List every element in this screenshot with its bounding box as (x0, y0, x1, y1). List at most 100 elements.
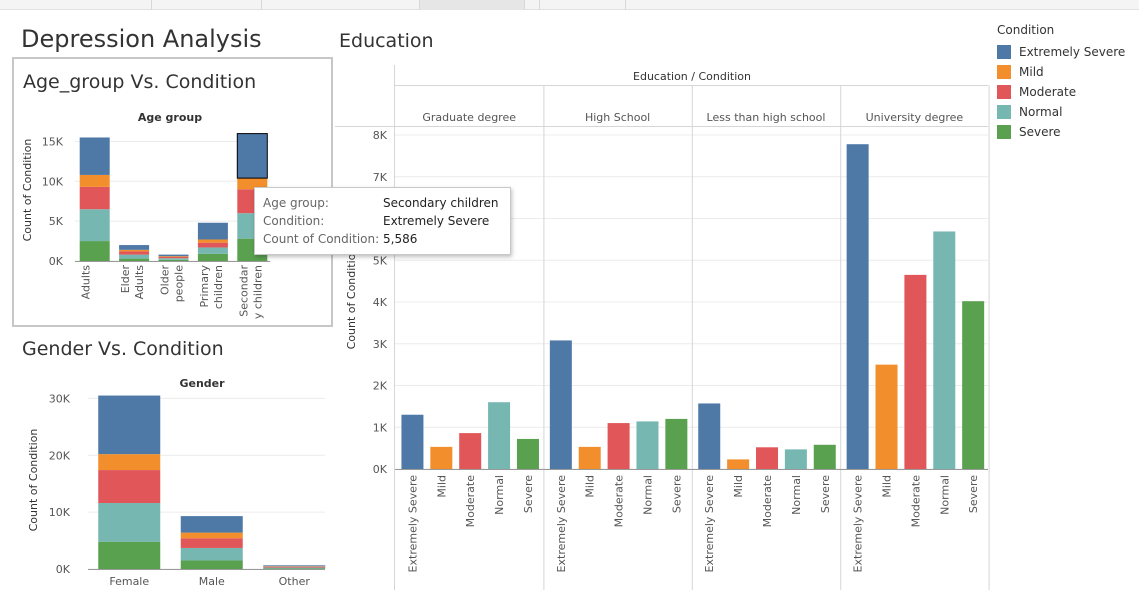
legend-swatch (997, 125, 1011, 139)
bar-segment-female-mild[interactable] (98, 454, 161, 471)
y-tick-label: 7K (373, 171, 388, 184)
x-category-label: Extremely Severe (852, 475, 865, 573)
legend-item-moderate[interactable]: Moderate (997, 82, 1125, 102)
y-tick-label: 3K (373, 338, 388, 351)
bar-segment-adults-mild[interactable] (79, 174, 110, 187)
x-category-label: Severe (967, 475, 980, 513)
bar-graduate-degree-moderate[interactable] (459, 433, 482, 469)
x-category-label: Adults (133, 265, 146, 300)
x-category-label: children (212, 265, 225, 309)
bar-segment-adults-extremely-severe[interactable] (79, 137, 110, 175)
x-category-label: Severe (522, 475, 535, 513)
x-category-label: Normal (790, 475, 803, 515)
bar-segment-adults-severe[interactable] (79, 241, 110, 261)
x-category-label: Moderate (909, 475, 922, 528)
bar-less-than-high-school-extremely-severe[interactable] (698, 403, 721, 469)
legend-swatch (997, 65, 1011, 79)
bar-graduate-degree-severe[interactable] (516, 438, 539, 469)
bar-segment-secondary-children-mild[interactable] (237, 178, 268, 190)
bar-high-school-severe[interactable] (665, 418, 688, 469)
x-category-label: Extremely Severe (703, 475, 716, 573)
condition-legend: Condition Extremely Severe Mild Moderate… (997, 23, 1125, 142)
bar-segment-female-moderate[interactable] (98, 470, 161, 504)
bar-university-degree-moderate[interactable] (904, 274, 927, 469)
legend-label: Extremely Severe (1019, 45, 1126, 59)
x-category-label: Adults (80, 265, 93, 300)
tooltip-row-condition: Condition: Extremely Severe (263, 214, 510, 232)
bar-segment-other-extremely-severe[interactable] (263, 565, 326, 567)
bar-segment-older-people-severe[interactable] (158, 259, 189, 261)
bar-segment-female-severe[interactable] (98, 541, 161, 569)
bar-segment-male-normal[interactable] (180, 547, 243, 561)
y-tick-label: 15K (42, 135, 64, 148)
panel-header-university-degree: University degree (866, 111, 964, 124)
tooltip-key: Condition: (263, 214, 325, 228)
y-tick-label: 10K (42, 175, 64, 188)
bar-high-school-moderate[interactable] (607, 423, 630, 469)
bar-segment-other-normal[interactable] (263, 567, 326, 569)
bar-segment-adults-moderate[interactable] (79, 186, 110, 210)
bar-less-than-high-school-mild[interactable] (727, 459, 750, 469)
bar-segment-female-normal[interactable] (98, 503, 161, 542)
bar-segment-older-people-extremely-severe[interactable] (158, 254, 189, 257)
bar-graduate-degree-normal[interactable] (488, 402, 511, 469)
y-tick-label: 0K (49, 255, 64, 268)
bar-segment-male-extremely-severe[interactable] (180, 516, 243, 533)
legend-item-extremely-severe[interactable]: Extremely Severe (997, 42, 1125, 62)
education-chart[interactable]: Education / Condition Count of Condition 0… (0, 0, 1000, 600)
bar-segment-elder-adults-severe[interactable] (119, 258, 150, 261)
bar-less-than-high-school-moderate[interactable] (756, 447, 778, 469)
bar-segment-older-people-normal[interactable] (158, 258, 189, 260)
bar-segment-elder-adults-mild[interactable] (119, 249, 150, 252)
x-category-label: Female (109, 575, 149, 588)
bar-segment-other-severe[interactable] (263, 568, 326, 569)
bar-segment-primary-children-mild[interactable] (197, 239, 228, 243)
y-tick-label: 30K (49, 392, 71, 405)
y-tick-label: 0K (373, 463, 388, 476)
bar-segment-primary-children-severe[interactable] (197, 253, 228, 261)
bar-high-school-extremely-severe[interactable] (549, 340, 572, 469)
bar-segment-male-severe[interactable] (180, 560, 243, 569)
bar-segment-primary-children-normal[interactable] (197, 247, 228, 254)
bar-segment-adults-normal[interactable] (79, 209, 110, 242)
gender-chart[interactable]: Gender Count of Condition 0K 10K 20K 30K Femal… (0, 0, 340, 600)
legend-item-mild[interactable]: Mild (997, 62, 1125, 82)
bar-segment-older-people-moderate[interactable] (158, 257, 189, 259)
x-category-label: Extremely Severe (555, 475, 568, 573)
bar-segment-male-mild[interactable] (180, 532, 243, 539)
bar-segment-male-moderate[interactable] (180, 538, 243, 548)
legend-swatch (997, 45, 1011, 59)
bar-less-than-high-school-severe[interactable] (813, 444, 836, 469)
top-toolbar (0, 0, 1139, 10)
bar-university-degree-severe[interactable] (962, 301, 985, 469)
legend-label: Normal (1019, 105, 1063, 119)
bar-segment-elder-adults-extremely-severe[interactable] (119, 245, 150, 250)
bar-segment-elder-adults-normal[interactable] (119, 254, 150, 259)
y-tick-label: 2K (373, 380, 388, 393)
x-category-label: Secondar (237, 265, 250, 317)
legend-item-severe[interactable]: Severe (997, 122, 1125, 142)
bar-segment-secondary-children-extremely-severe[interactable] (236, 133, 268, 179)
y-axis-label: Count of Condition (345, 247, 358, 350)
toolbar-segment (262, 0, 420, 10)
bar-segment-primary-children-extremely-severe[interactable] (197, 222, 228, 240)
bar-segment-elder-adults-moderate[interactable] (119, 251, 150, 255)
bar-segment-primary-children-moderate[interactable] (197, 242, 228, 248)
bar-high-school-mild[interactable] (578, 446, 601, 469)
bar-graduate-degree-extremely-severe[interactable] (401, 414, 424, 469)
x-category-label: Moderate (761, 475, 774, 528)
y-tick-label: 4K (373, 296, 388, 309)
legend-item-normal[interactable]: Normal (997, 102, 1125, 122)
legend-label: Moderate (1019, 85, 1077, 99)
bar-less-than-high-school-normal[interactable] (784, 449, 807, 469)
bar-segment-other-moderate[interactable] (263, 566, 326, 568)
column-header: Age group (138, 111, 202, 124)
bar-graduate-degree-mild[interactable] (430, 446, 453, 469)
y-axis-label: Count of Condition (27, 429, 40, 532)
bar-segment-female-extremely-severe[interactable] (98, 395, 161, 455)
bar-high-school-normal[interactable] (636, 421, 659, 469)
bar-university-degree-mild[interactable] (875, 364, 898, 469)
bar-segment-older-people-mild[interactable] (158, 256, 189, 258)
bar-university-degree-normal[interactable] (933, 231, 956, 469)
bar-university-degree-extremely-severe[interactable] (846, 144, 869, 469)
